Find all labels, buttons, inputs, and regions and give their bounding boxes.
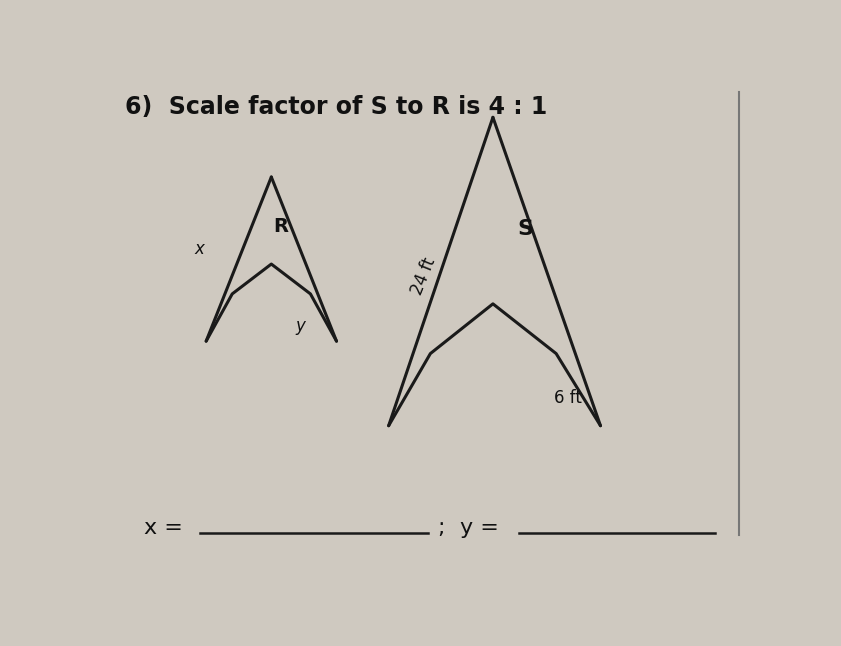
Text: x =: x =: [144, 517, 183, 537]
Text: 24 ft: 24 ft: [408, 255, 439, 298]
Text: S: S: [517, 219, 533, 239]
Text: y =: y =: [460, 517, 500, 537]
Text: R: R: [273, 217, 288, 236]
Text: y: y: [296, 317, 305, 335]
Text: 6 ft: 6 ft: [554, 390, 582, 408]
Text: x: x: [195, 240, 204, 258]
Text: 6)  Scale factor of S to R is 4 : 1: 6) Scale factor of S to R is 4 : 1: [124, 95, 547, 119]
Text: ;: ;: [437, 517, 445, 537]
